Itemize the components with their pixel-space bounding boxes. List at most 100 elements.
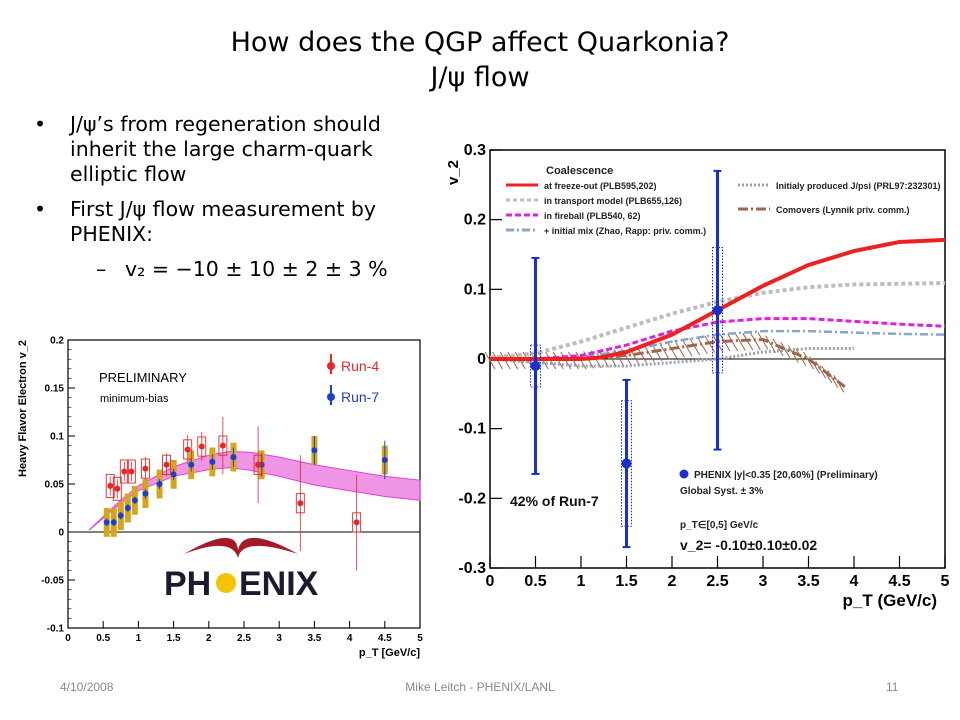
x-tick-label: 1 xyxy=(577,573,586,590)
legend-marker-dot xyxy=(327,393,335,401)
run7-point xyxy=(124,505,131,511)
phenix-logo-text-enix: ENIX xyxy=(239,565,319,603)
phenix-logo-text-ph: PH xyxy=(164,565,211,603)
x-tick-label: 1.5 xyxy=(615,573,637,590)
run7-point xyxy=(188,461,195,468)
x-tick-label: 3 xyxy=(276,633,282,644)
x-axis-label: p_T (GeV/c) xyxy=(843,591,937,610)
pt-range-label: p_T∈[0,5] GeV/c xyxy=(680,520,759,531)
legend-label: at freeze-out (PLB595,202) xyxy=(544,181,657,191)
run4-sys-box xyxy=(119,459,129,484)
x-tick-label: 4 xyxy=(850,573,859,590)
comovers-hatch xyxy=(681,338,693,357)
preliminary-label: PRELIMINARY xyxy=(99,370,187,385)
run4-point xyxy=(128,468,135,475)
run4-point xyxy=(142,465,149,472)
run4-sys-box xyxy=(105,473,115,498)
y-tick-label: 0 xyxy=(58,528,64,539)
run7-point xyxy=(110,519,117,526)
footer-author: Mike Leitch - PHENIX/LANL xyxy=(405,680,555,694)
footer-date: 4/10/2008 xyxy=(60,680,114,694)
run4-point xyxy=(255,461,262,468)
phenix-legend-label: PHENIX |y|<0.35 [20,60%] (Preliminary) xyxy=(694,470,878,481)
y-tick-label: 0.05 xyxy=(45,480,65,491)
bullet-text: J/ψ’s from regeneration should inherit t… xyxy=(70,112,381,186)
theory-curve xyxy=(490,237,946,361)
legend-label: Initialy produced J/psi (PRL97:232301) xyxy=(776,181,941,191)
theory-curve xyxy=(490,317,946,361)
y-tick-label: 0.1 xyxy=(464,281,486,298)
x-tick-label: 1.5 xyxy=(167,633,181,644)
heavy-flavor-v2-chart: 0 0.5 1 1.5 2 2.5 3 3.5 4 4.5 5 -0.1 -0.05 0 0.05 0.1 0.… xyxy=(6,318,446,663)
run7-point xyxy=(103,519,110,526)
legend-label: Comovers (Lynnik priv. comm.) xyxy=(776,205,910,215)
legend-marker-dot xyxy=(327,362,335,370)
legend-title: Coalescence xyxy=(546,165,613,177)
run4-point xyxy=(198,443,205,450)
y-tick-label: -0.05 xyxy=(41,576,64,587)
sub-bullet-item: – v₂ = −10 ± 10 ± 2 ± 3 % xyxy=(30,257,440,282)
bullet-item: • J/ψ’s from regeneration should inherit… xyxy=(30,112,440,187)
run4-sys-box xyxy=(126,459,136,484)
run7-point xyxy=(142,490,149,497)
run7-point xyxy=(311,447,318,454)
y-tick-label: 0.2 xyxy=(50,336,64,347)
x-tick-label: 2.5 xyxy=(706,573,728,590)
y-axis-label: Heavy Flavor Electron v_2 xyxy=(17,340,29,477)
bullet-text: First J/ψ flow measurement by PHENIX: xyxy=(70,197,377,246)
run4-point xyxy=(353,519,360,526)
bullet-list: • J/ψ’s from regeneration should inherit… xyxy=(30,112,440,282)
v2-result-label: v_2= -0.10±0.10±0.02 xyxy=(680,537,817,553)
phenix-logo-sun-icon xyxy=(216,573,236,593)
y-tick-label: -0.1 xyxy=(47,624,65,635)
run7-fraction-label: 42% of Run-7 xyxy=(510,493,599,509)
comovers-hatch xyxy=(696,336,708,355)
x-tick-label: 2 xyxy=(668,573,677,590)
x-tick-label: 3.5 xyxy=(797,573,819,590)
jpsi-v2-chart: 0 0.5 1 1.5 2 2.5 3 3.5 4 4.5 5 -0.3 -0.2 -0.1 0 0.1 0.2… xyxy=(448,138,958,623)
sub-bullet-text: v₂ = −10 ± 10 ± 2 ± 3 % xyxy=(125,257,388,281)
dash-icon: – xyxy=(96,257,107,281)
x-axis-label: p_T [GeV/c] xyxy=(359,647,420,659)
x-tick-label: 1 xyxy=(136,633,142,644)
y-tick-label: 0.15 xyxy=(45,384,65,395)
run7-point xyxy=(209,458,216,465)
comovers-hatch xyxy=(734,333,746,351)
phenix-point xyxy=(621,458,632,469)
run4-point xyxy=(121,468,128,475)
x-tick-label: 5 xyxy=(941,573,950,590)
run4-point xyxy=(297,500,304,507)
bullet-dot-icon: • xyxy=(34,197,47,221)
y-tick-label: -0.2 xyxy=(458,490,486,507)
comovers-hatch xyxy=(674,340,686,358)
phenix-point xyxy=(712,305,723,316)
run4-point xyxy=(219,442,226,449)
global-syst-label: Global Syst. ± 3% xyxy=(680,486,763,497)
run7-point xyxy=(156,481,163,487)
run7-point xyxy=(131,497,138,504)
x-tick-label: 0.5 xyxy=(96,633,110,644)
x-tick-label: 2.5 xyxy=(237,633,251,644)
x-tick-label: 3.5 xyxy=(307,633,321,644)
x-tick-label: 4 xyxy=(347,633,353,644)
x-tick-label: 5 xyxy=(417,633,423,644)
y-tick-label: 0.3 xyxy=(464,142,486,159)
x-tick-label: 2 xyxy=(206,633,212,644)
run4-point xyxy=(163,461,170,468)
x-tick-label: 4.5 xyxy=(378,633,392,644)
theory-curve xyxy=(489,347,854,368)
run4-point xyxy=(114,485,121,492)
x-tick-label: 3 xyxy=(759,573,768,590)
legend-label: Run-4 xyxy=(341,358,379,374)
y-tick-label: 0 xyxy=(477,351,486,368)
x-tick-label: 0 xyxy=(65,633,71,644)
x-tick-label: 0.5 xyxy=(524,573,546,590)
comovers-hatch xyxy=(658,342,670,360)
phenix-point xyxy=(530,360,541,371)
run4-point xyxy=(184,446,191,453)
slide-title-line2: J/ψ flow xyxy=(430,62,530,93)
slide-title-line1: How does the QGP affect Quarkonia? xyxy=(230,27,730,58)
run7-point xyxy=(117,512,124,519)
footer-page-number: 11 xyxy=(886,680,899,694)
run4-point xyxy=(107,482,114,489)
